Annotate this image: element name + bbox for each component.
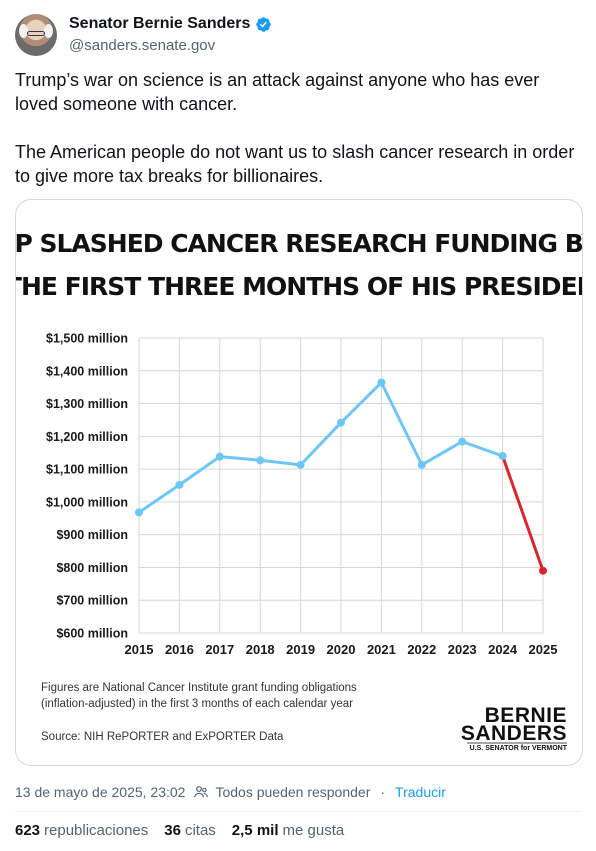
- y-tick-label: $1,400 million: [46, 364, 128, 378]
- tweet-meta: 13 de mayo de 2025, 23:02 Todos pueden r…: [15, 782, 446, 802]
- x-tick-label: 2019: [286, 642, 315, 657]
- chart-source: Source: NIH RePORTER and ExPORTER Data: [41, 731, 284, 743]
- chart-note-line-2: (inflation-adjusted) in the first 3 mont…: [41, 698, 353, 710]
- data-point: [458, 437, 467, 446]
- y-tick-label: $900 million: [56, 528, 128, 542]
- stat-count: 623: [15, 822, 41, 839]
- data-point: [377, 378, 386, 387]
- name-row: Senator Bernie Sanders: [69, 15, 272, 33]
- reply-setting: Todos pueden responder: [215, 784, 371, 800]
- y-tick-label: $1,500 million: [46, 332, 128, 346]
- x-tick-label: 2015: [125, 642, 154, 657]
- x-tick-label: 2023: [448, 642, 477, 657]
- data-point: [175, 480, 184, 489]
- x-tick-label: 2021: [367, 642, 396, 657]
- series-line-main: [138, 381, 504, 514]
- stat-label: me gusta: [282, 822, 345, 839]
- avatar[interactable]: [15, 14, 57, 56]
- x-tick-label: 2020: [327, 642, 356, 657]
- chart-note-line-1: Figures are National Cancer Institute gr…: [41, 682, 357, 694]
- series-line-highlight: [501, 455, 545, 572]
- data-point: [337, 418, 345, 427]
- media-card[interactable]: TRUMP SLASHED CANCER RESEARCH FUNDING BY…: [15, 199, 583, 766]
- y-tick-label: $600 million: [56, 627, 128, 641]
- data-point: [296, 460, 305, 469]
- meta-separator: ·: [380, 784, 386, 800]
- y-tick-label: $1,100 million: [46, 463, 128, 477]
- chart-title-line-1: TRUMP SLASHED CANCER RESEARCH FUNDING BY…: [16, 229, 583, 258]
- divider: [15, 811, 581, 812]
- stat-reposts[interactable]: 623 republicaciones: [15, 822, 148, 839]
- verified-badge-icon: [256, 16, 272, 32]
- stat-label: republicaciones: [44, 822, 149, 839]
- tweet-timestamp[interactable]: 13 de mayo de 2025, 23:02: [15, 784, 186, 800]
- author-display-name[interactable]: Senator Bernie Sanders: [69, 15, 251, 32]
- data-point: [135, 508, 143, 517]
- engagement-stats: 623 republicaciones 36 citas 2,5 mil me gus…: [15, 822, 344, 839]
- x-tick-label: 2024: [488, 642, 518, 657]
- data-point: [498, 452, 507, 460]
- stat-quotes[interactable]: 36 citas: [164, 822, 216, 839]
- tweet-paragraph: The American people do not want us to sl…: [15, 142, 575, 186]
- tweet-header: Senator Bernie Sanders @sanders.senate.g…: [15, 14, 581, 58]
- y-tick-label: $700 million: [56, 594, 128, 608]
- y-tick-label: $1,000 million: [46, 495, 128, 509]
- data-point: [215, 452, 224, 461]
- tweet-text: Trump’s war on science is an attack agai…: [15, 68, 581, 188]
- author-handle[interactable]: @sanders.senate.gov: [69, 37, 216, 54]
- x-tick-label: 2025: [529, 642, 558, 657]
- y-tick-label: $1,300 million: [46, 397, 128, 411]
- people-icon: [194, 786, 209, 798]
- stat-likes[interactable]: 2,5 mil me gusta: [232, 822, 344, 839]
- chart-title-line-2: IN THE FIRST THREE MONTHS OF HIS PRESIDE…: [16, 272, 583, 301]
- stat-count: 2,5 mil: [231, 822, 279, 839]
- y-tick-label: $1,200 million: [46, 430, 128, 444]
- data-point: [539, 566, 547, 575]
- translate-link[interactable]: Traducir: [395, 784, 446, 800]
- logo-line-2: SANDERS: [461, 722, 567, 745]
- x-tick-label: 2017: [205, 642, 234, 657]
- x-tick-label: 2022: [407, 642, 436, 657]
- logo-line-3: U.S. SENATOR for VERMONT: [470, 745, 568, 752]
- stat-label: citas: [184, 822, 216, 839]
- y-tick-label: $800 million: [56, 561, 128, 575]
- x-tick-label: 2018: [246, 642, 275, 657]
- data-point: [256, 456, 265, 465]
- stat-count: 36: [164, 822, 181, 839]
- x-tick-label: 2016: [165, 642, 194, 657]
- logo-line-1: BERNIE: [485, 704, 567, 727]
- bernie-sanders-logo: BERNIE SANDERS U.S. SENATOR for VERMONT: [461, 704, 568, 752]
- funding-line-chart: TRUMP SLASHED CANCER RESEARCH FUNDING BY…: [16, 229, 583, 752]
- tweet-paragraph: Trump’s war on science is an attack agai…: [15, 70, 540, 114]
- data-point: [417, 460, 426, 469]
